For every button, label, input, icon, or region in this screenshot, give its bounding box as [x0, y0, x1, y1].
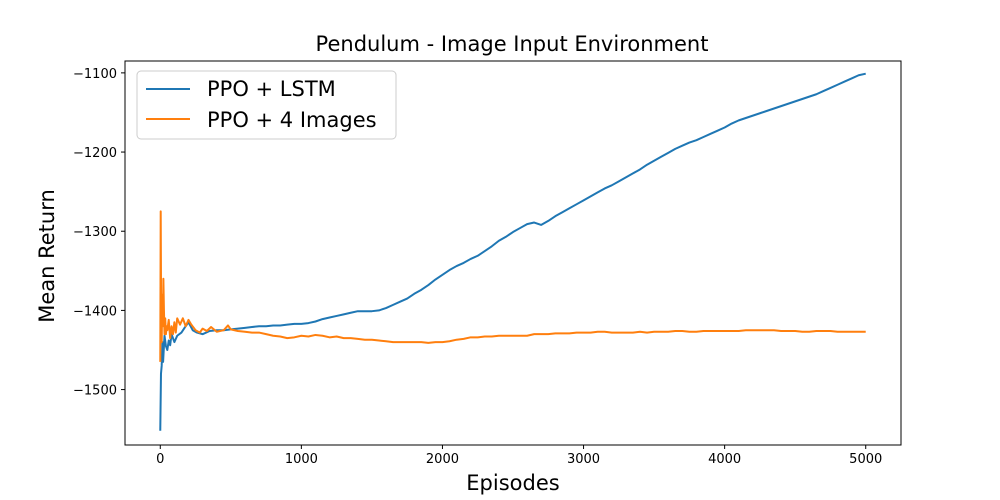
legend-label-ppo-4-images: PPO + 4 Images: [207, 108, 377, 132]
plot-frame: [124, 60, 902, 446]
legend-label-ppo-lstm: PPO + LSTM: [207, 77, 336, 101]
y-axis-title: Mean Return: [35, 189, 59, 323]
x-tick-label: 0: [156, 452, 164, 467]
y-tick-label: −1400: [73, 304, 117, 319]
x-tick-label: 5000: [849, 452, 882, 467]
x-tick-label: 2000: [426, 452, 459, 467]
legend-box: [136, 70, 397, 140]
y-tick-label: −1500: [73, 384, 117, 399]
y-axis-ticks: −1500 −1400 −1300 −1200 −1100: [73, 67, 125, 399]
series-line-ppo-lstm: [159, 72, 866, 431]
x-axis-title: Episodes: [466, 471, 559, 495]
x-tick-label: 1000: [285, 452, 318, 467]
x-tick-label: 4000: [708, 452, 741, 467]
y-tick-label: −1300: [73, 225, 117, 240]
y-tick-label: −1200: [73, 146, 117, 161]
legend: PPO + LSTM PPO + 4 Images: [136, 70, 397, 140]
chart-title: Pendulum - Image Input Environment: [316, 32, 709, 56]
series-line-ppo-4-images: [159, 210, 866, 362]
y-tick-label: −1100: [73, 67, 117, 82]
x-axis-ticks: 0 1000 2000 3000 4000 5000: [156, 445, 882, 467]
x-tick-label: 3000: [567, 452, 600, 467]
series-layer: [159, 72, 866, 431]
